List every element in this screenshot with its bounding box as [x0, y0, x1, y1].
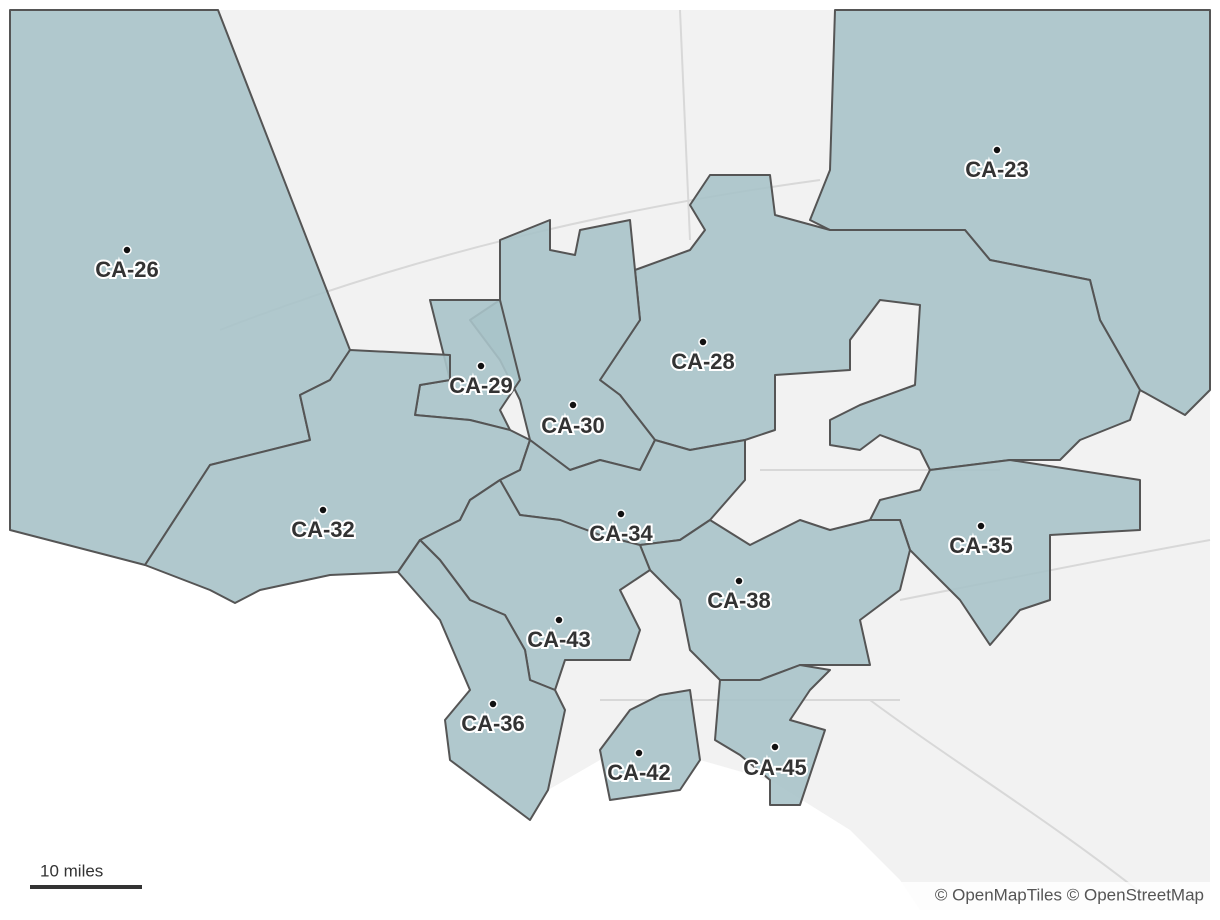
attribution[interactable]: © OpenMapTiles © OpenStreetMap	[935, 885, 1204, 904]
scale-bar	[30, 885, 142, 889]
district-dot	[616, 509, 626, 519]
district-label: CA-30	[541, 413, 605, 438]
district-label: CA-28	[671, 349, 735, 374]
district-shape	[599, 689, 701, 801]
scale-label: 10 miles	[40, 861, 103, 880]
district-dot	[554, 615, 564, 625]
district-dot	[698, 337, 708, 347]
district-dot	[476, 361, 486, 371]
district-dot	[770, 742, 780, 752]
ocean	[10, 530, 920, 910]
district-dot	[568, 400, 578, 410]
district-dot	[318, 505, 328, 515]
district-shape	[397, 539, 566, 821]
attribution-bg	[878, 882, 1210, 910]
district-shape	[714, 664, 831, 806]
district-label: CA-42	[607, 760, 671, 785]
district-label: CA-43	[527, 627, 591, 652]
district-label: CA-38	[707, 588, 771, 613]
district-label: CA-29	[449, 373, 513, 398]
district-dot	[734, 576, 744, 586]
district-labels: CA-26 CA-23 CA-29 CA-28 CA-30 CA-32 CA-3…	[93, 145, 1031, 787]
district-dot	[992, 145, 1002, 155]
district-shape	[869, 459, 1141, 646]
district-label: CA-35	[949, 533, 1013, 558]
district-label: CA-32	[291, 517, 355, 542]
district-label: CA-34	[589, 521, 653, 546]
districts	[9, 9, 1211, 821]
district-dot	[122, 245, 132, 255]
district-label: CA-23	[965, 157, 1029, 182]
district-label: CA-26	[95, 257, 159, 282]
district-dot	[634, 748, 644, 758]
district-label: CA-45	[743, 755, 807, 780]
district-shape	[639, 519, 911, 681]
district-label: CA-36	[461, 711, 525, 736]
district-dot	[976, 521, 986, 531]
district-dot	[488, 699, 498, 709]
